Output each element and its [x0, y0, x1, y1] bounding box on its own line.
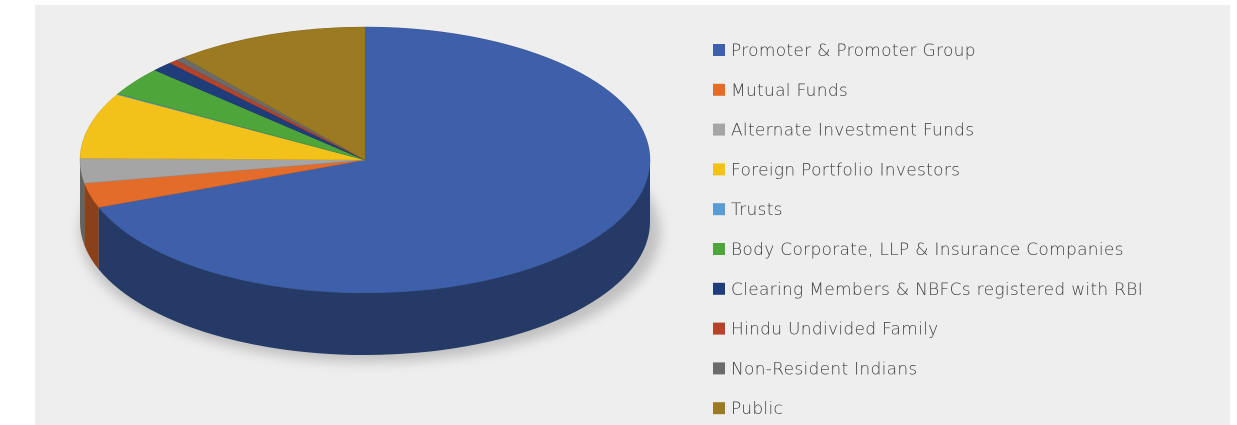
legend-swatch: [713, 322, 725, 335]
pie-side: [98, 160, 650, 356]
legend: Promoter & Promoter Group Mutual Funds Alt…: [713, 41, 1143, 419]
legend-swatch: [713, 243, 725, 255]
legend-swatch: [713, 83, 725, 96]
legend-label: Promoter & Promoter Group: [731, 41, 976, 61]
legend-label: Public: [731, 399, 783, 419]
legend-label: Foreign Portfolio Investors: [731, 160, 960, 180]
pie-side: [84, 183, 99, 270]
legend-swatch: [713, 123, 725, 136]
pie: [79, 26, 651, 356]
legend-label: Alternate Investment Funds: [731, 121, 974, 141]
pie-side: [80, 160, 85, 246]
legend-swatch: [713, 203, 725, 216]
legend-swatch: [713, 362, 725, 375]
legend-swatch: [713, 402, 725, 415]
legend-label: Body Corporate, LLP & Insurance Companie…: [731, 240, 1124, 260]
legend-swatch: [713, 282, 725, 295]
legend-label: Non-Resident Indians: [731, 359, 918, 379]
legend-label: Hindu Undivided Family: [731, 320, 939, 340]
legend-label: Trusts: [731, 200, 783, 220]
legend-label: Mutual Funds: [731, 81, 848, 101]
legend-label: Clearing Members & NBFCs registered with…: [731, 280, 1143, 300]
pie-slice: [98, 26, 651, 294]
pie-slice: [79, 94, 366, 161]
pie-slice: [182, 26, 366, 161]
legend-swatch: [713, 163, 725, 176]
legend-swatch: [713, 44, 725, 56]
